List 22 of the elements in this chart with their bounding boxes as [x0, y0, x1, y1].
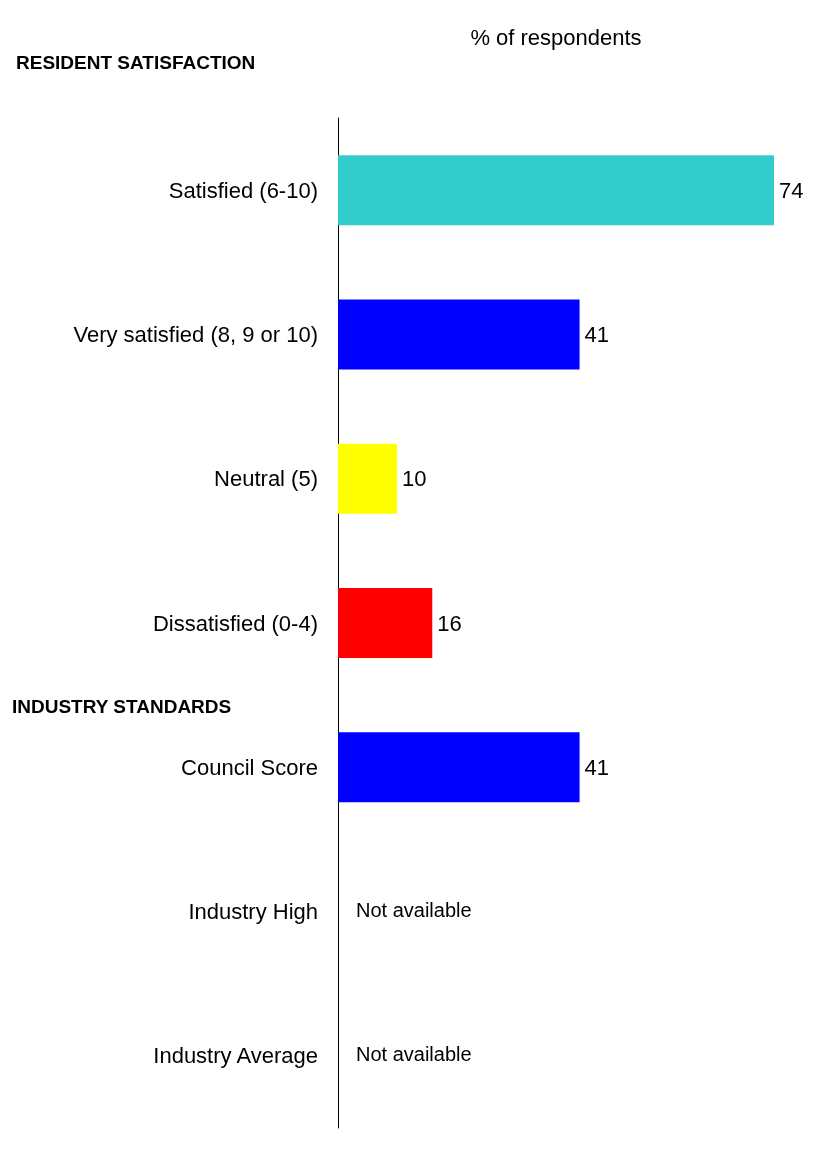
y-tick-label: Dissatisfied (0-4): [152, 610, 318, 636]
y-tick-label: Industry High: [188, 899, 318, 925]
data-label: 16: [437, 610, 462, 636]
bar: [338, 588, 433, 658]
x-axis-title: % of respondents: [470, 24, 642, 50]
bar: [338, 299, 580, 370]
text: INDUSTRY STANDARDS: [12, 696, 232, 718]
y-tick-label: Industry Average: [153, 1043, 318, 1069]
text: Not available: [356, 898, 472, 921]
y-tick-label: Satisfied (6-10): [168, 177, 318, 203]
text: RESIDENT SATISFACTION: [16, 52, 256, 73]
bar: [338, 732, 580, 803]
data-label: 41: [584, 321, 610, 347]
data-label: 74: [779, 177, 804, 203]
data-label: 41: [584, 754, 610, 780]
y-tick-label: Council Score: [181, 754, 318, 780]
text: Not available: [356, 1042, 472, 1065]
bar: [338, 155, 774, 226]
y-tick-label: Very satisfied (8, 9 or 10): [73, 321, 318, 347]
data-label: 10: [401, 466, 427, 492]
y-tick-label: Neutral (5): [214, 466, 318, 492]
bar: [338, 443, 397, 514]
